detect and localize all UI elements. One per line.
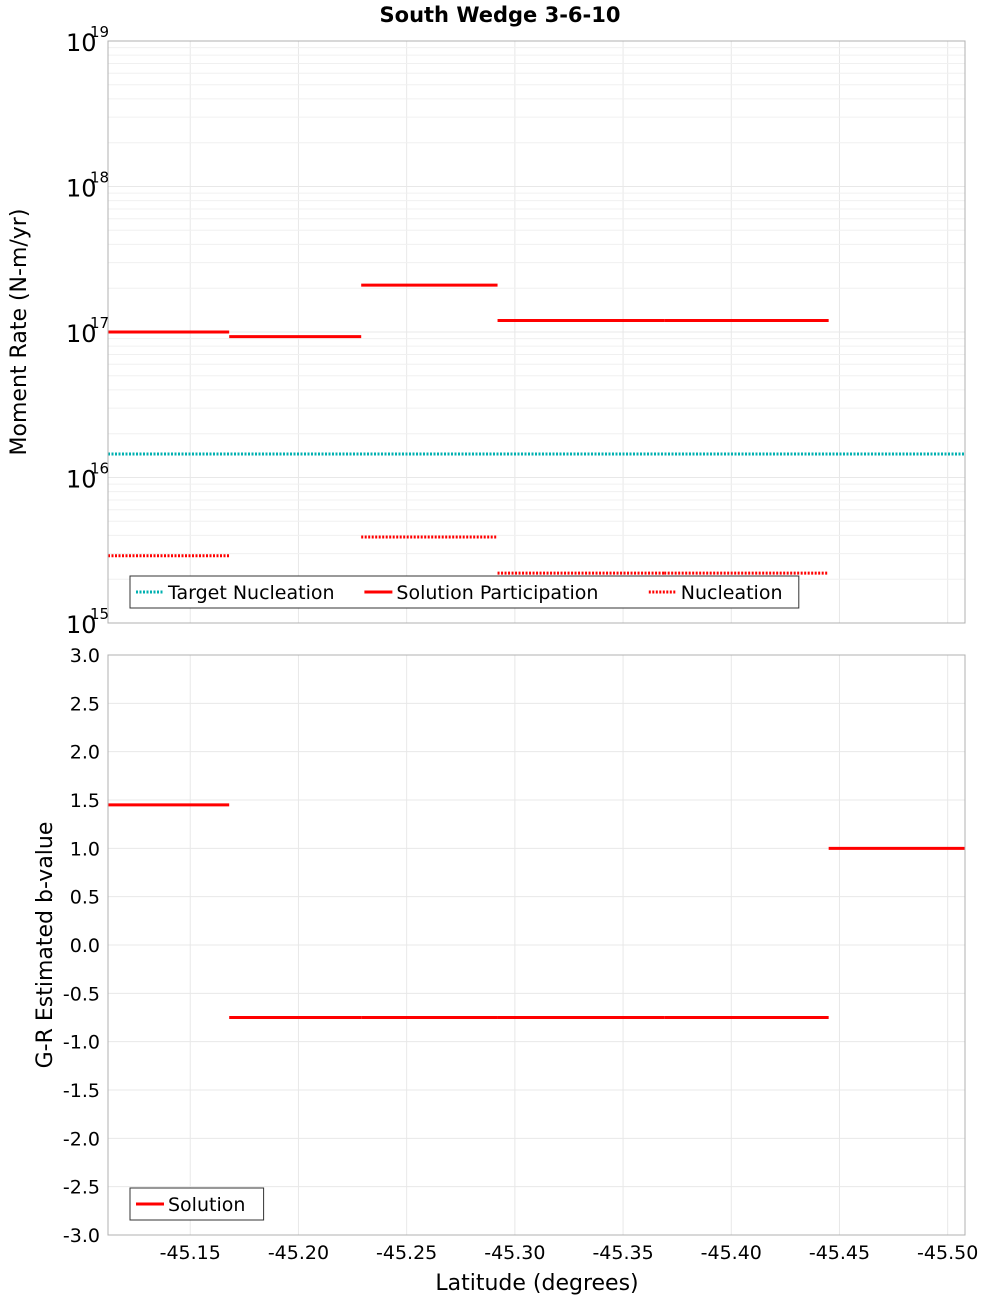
moment-rate-plot-frame — [107, 40, 966, 624]
moment-rate-y-tick-exponent: 18 — [90, 169, 109, 187]
moment-rate-y-tick-label: 10 — [66, 611, 97, 639]
latitude-x-tick-label: -45.15 — [160, 1242, 221, 1264]
moment-rate-y-tick-label: 10 — [66, 320, 97, 348]
b-value-y-tick-label: 0.0 — [70, 935, 100, 957]
latitude-x-tick-label: -45.30 — [484, 1242, 545, 1264]
b-value-panel: -3.0 -2.5 -2.0 -1.5 -1.0 -0.5 0.0 0.5 1.0 1.5 2.0 2… — [33, 645, 978, 1296]
moment-rate-y-tick-label: 10 — [66, 175, 97, 203]
latitude-x-tick-label: -45.45 — [809, 1242, 870, 1264]
moment-rate-y-tick-exponent: 19 — [90, 23, 109, 41]
latitude-x-axis-label: Latitude (degrees) — [435, 1271, 638, 1296]
b-value-plot-frame — [107, 654, 966, 1236]
b-value-y-tick-label: -1.5 — [63, 1080, 100, 1102]
legend-label: Solution Participation — [396, 582, 598, 604]
moment-rate-y-tick-label: 10 — [66, 29, 97, 57]
b-value-y-ticks: -3.0 -2.5 -2.0 -1.5 -1.0 -0.5 0.0 0.5 1.0 1.5 2.0 2… — [63, 645, 100, 1247]
b-value-y-tick-label: -2.0 — [63, 1128, 100, 1150]
b-value-y-tick-label: -2.5 — [63, 1177, 100, 1199]
b-value-grid — [108, 654, 965, 1236]
latitude-x-tick-label: -45.50 — [917, 1242, 978, 1264]
b-value-y-tick-label: 2.0 — [70, 742, 100, 764]
moment-rate-y-tick-exponent: 17 — [90, 314, 109, 332]
b-value-y-tick-label: -1.0 — [63, 1032, 100, 1054]
moment-rate-y-tick-exponent: 15 — [90, 605, 109, 623]
moment-rate-y-tick-label: 10 — [66, 466, 97, 494]
b-value-y-tick-label: 3.0 — [70, 645, 100, 667]
latitude-x-tick-label: -45.25 — [376, 1242, 437, 1264]
b-value-legend: Solution — [129, 1187, 265, 1221]
moment-rate-legend: Target Nucleation Solution Participation N… — [129, 575, 800, 609]
chart-title: South Wedge 3-6-10 — [380, 3, 621, 27]
legend-label: Solution — [168, 1194, 245, 1216]
legend-label: Target Nucleation — [167, 582, 335, 604]
b-value-series — [108, 803, 965, 1019]
latitude-x-tick-label: -45.20 — [268, 1242, 329, 1264]
b-value-y-tick-label: 0.5 — [70, 887, 100, 909]
latitude-x-tick-label: -45.35 — [592, 1242, 653, 1264]
b-value-y-tick-label: 2.5 — [70, 693, 100, 715]
latitude-x-tick-label: -45.40 — [701, 1242, 762, 1264]
b-value-y-axis-label: G-R Estimated b-value — [33, 822, 58, 1069]
legend-label: Nucleation — [681, 582, 783, 604]
moment-rate-y-tick-exponent: 16 — [90, 460, 109, 478]
legend-box — [129, 575, 800, 609]
b-value-y-tick-label: 1.5 — [70, 790, 100, 812]
b-value-y-tick-label: 1.0 — [70, 838, 100, 860]
b-value-y-tick-label: -3.0 — [63, 1225, 100, 1247]
moment-rate-series — [108, 283, 965, 591]
moment-rate-grid — [108, 40, 965, 624]
b-value-y-tick-label: -0.5 — [63, 983, 100, 1005]
moment-rate-y-axis-label: Moment Rate (N-m/yr) — [7, 209, 32, 456]
latitude-x-ticks: -45.15 -45.20 -45.25 -45.30 -45.35 -45.40 -45.… — [160, 1242, 979, 1264]
